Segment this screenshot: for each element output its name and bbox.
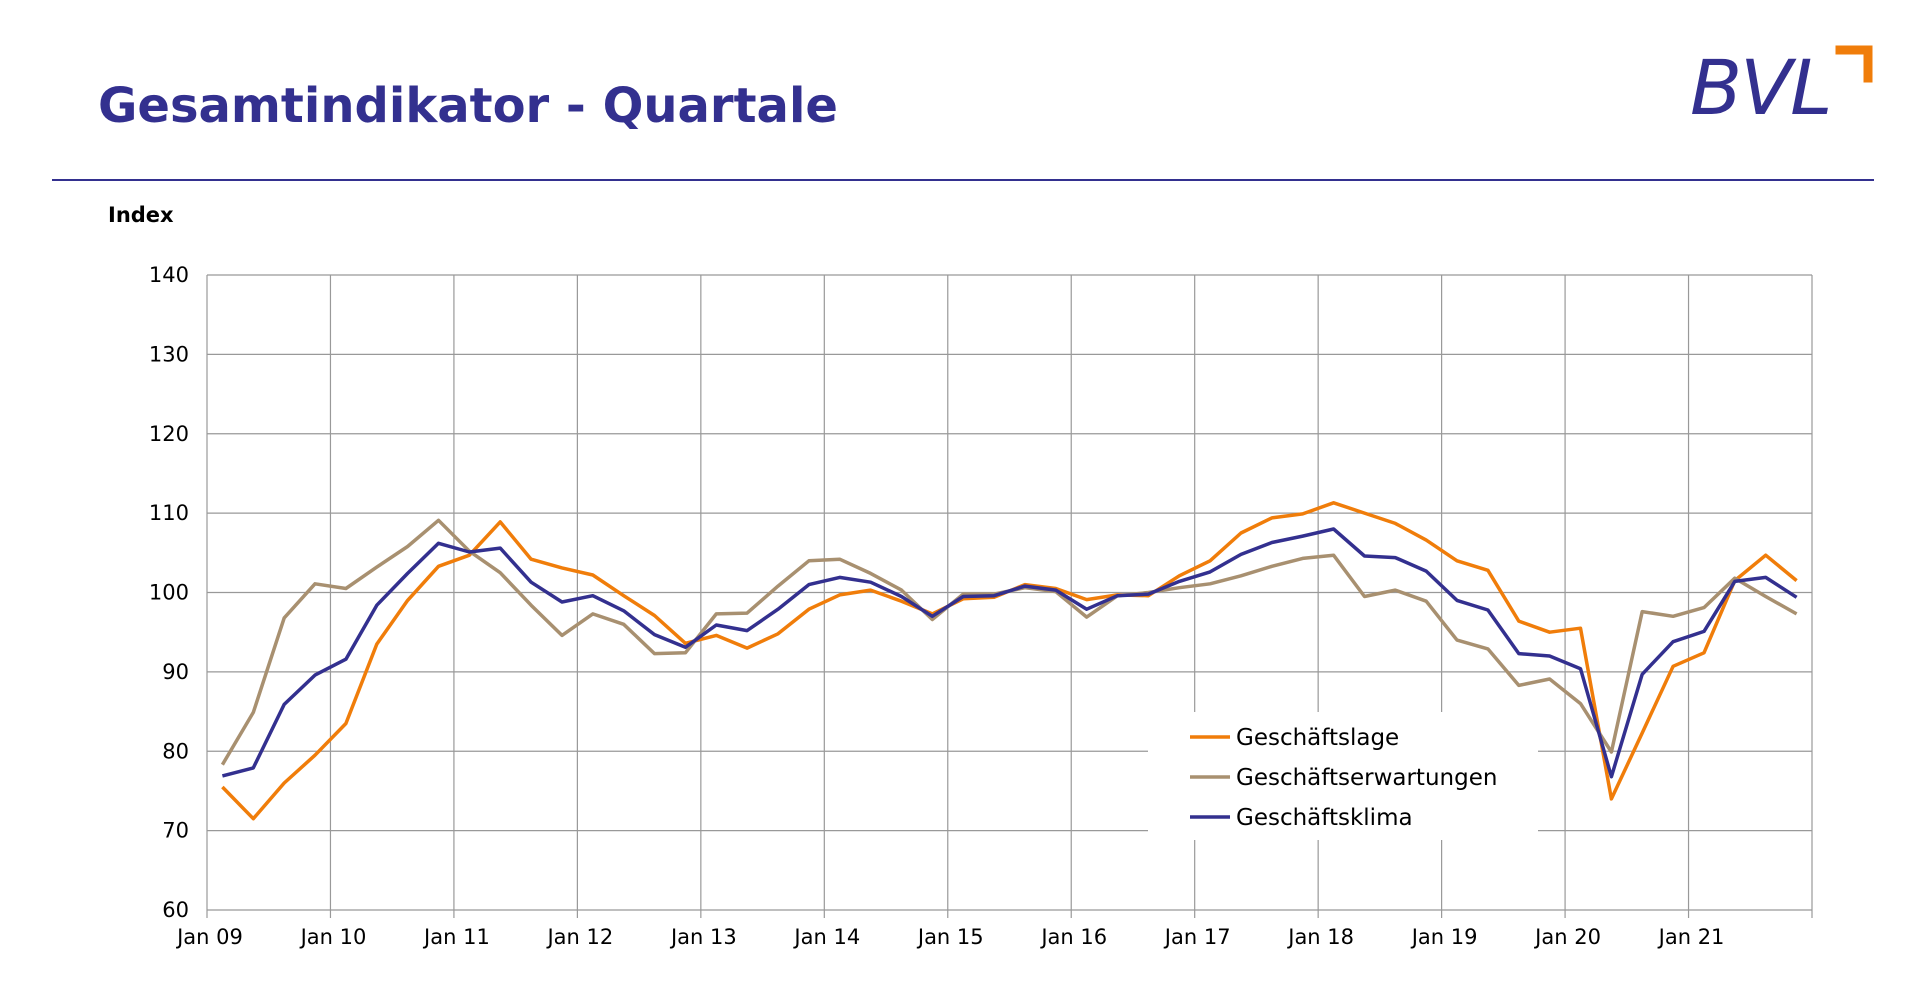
x-tick-label: Jan 17 [1163, 925, 1231, 949]
x-tick-label: Jan 15 [916, 925, 984, 949]
x-tick-label: Jan 21 [1657, 925, 1725, 949]
y-axis-ticks: 60 70 80 90 100 110 120 130 140 [149, 263, 189, 922]
x-tick-label: Jan 16 [1039, 925, 1107, 949]
page-title: Gesamtindikator - Quartale [98, 78, 838, 134]
y-tick-label: 60 [162, 898, 189, 922]
x-axis-ticks: Jan 09 Jan 10 Jan 11 Jan 12 Jan 13 Jan 14 Jan … [175, 925, 1724, 949]
header-divider [52, 179, 1874, 181]
legend-label: Geschäftsklima [1236, 805, 1413, 831]
y-tick-label: 100 [149, 581, 189, 605]
series-line-2 [221, 527, 1798, 779]
x-tick-label: Jan 19 [1410, 925, 1478, 949]
legend: Geschäftslage Geschäftserwartungen Geschäf… [1148, 712, 1538, 840]
y-tick-label: 130 [149, 342, 189, 366]
y-tick-label: 90 [162, 660, 189, 684]
x-tick-label: Jan 11 [422, 925, 490, 949]
y-axis-label: Index [108, 203, 174, 227]
legend-label: Geschäftserwartungen [1236, 765, 1497, 791]
x-tick-label: Jan 10 [299, 925, 367, 949]
x-tick-label: Jan 14 [792, 925, 860, 949]
logo-wordmark: BVL [1690, 43, 1832, 132]
logo-accent-mark [1835, 45, 1873, 83]
x-tick-label: Jan 13 [669, 925, 737, 949]
y-tick-label: 120 [149, 422, 189, 446]
y-tick-label: 140 [149, 263, 189, 287]
chart-grid [206, 274, 1813, 918]
y-tick-label: 80 [162, 739, 189, 763]
y-tick-label: 110 [149, 501, 189, 525]
x-tick-label: Jan 20 [1533, 925, 1601, 949]
x-tick-label: Jan 09 [175, 925, 243, 949]
series-lines [220, 501, 1798, 821]
legend-label: Geschäftslage [1236, 725, 1399, 751]
series-line-1 [220, 518, 1798, 766]
y-tick-label: 70 [162, 819, 189, 843]
x-tick-label: Jan 12 [545, 925, 613, 949]
x-tick-label: Jan 18 [1286, 925, 1354, 949]
bvl-logo: BVL [1690, 42, 1875, 137]
